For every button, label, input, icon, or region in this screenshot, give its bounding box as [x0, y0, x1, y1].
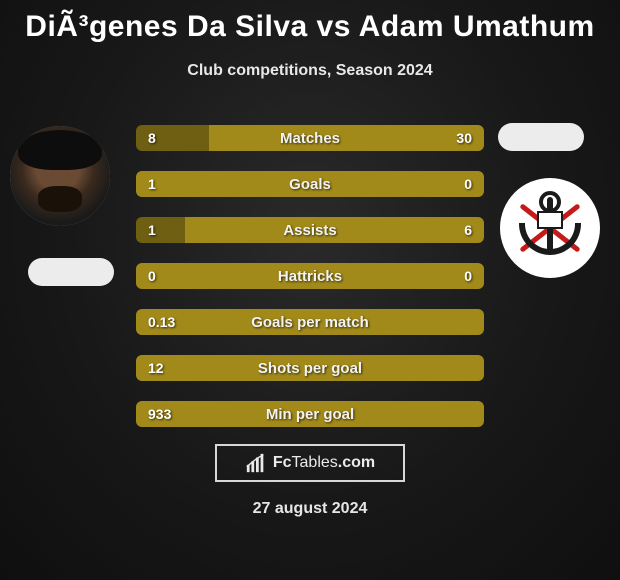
snapshot-date: 27 august 2024 — [253, 500, 368, 518]
player-right-club-badge — [500, 178, 600, 278]
stat-value-right: 0 — [464, 176, 472, 192]
player-right-flag-pill — [498, 123, 584, 151]
stat-bar-left — [136, 125, 209, 151]
stat-value-left: 8 — [148, 130, 156, 146]
player-face-icon — [10, 126, 110, 226]
stat-row: 933 Min per goal — [136, 401, 484, 427]
stat-bar-right — [209, 125, 484, 151]
stat-value-left: 1 — [148, 176, 156, 192]
stat-value-right: 0 — [464, 268, 472, 284]
stat-label: Min per goal — [266, 406, 354, 423]
stat-value-left: 1 — [148, 222, 156, 238]
watermark-suffix: Tables — [292, 454, 338, 471]
watermark-tld: .com — [338, 454, 375, 471]
page-title: DiÃ³genes Da Silva vs Adam Umathum — [0, 0, 620, 44]
stat-label: Shots per goal — [258, 360, 362, 377]
stat-row: 1 Assists 6 — [136, 217, 484, 243]
stat-value-right: 30 — [456, 130, 472, 146]
watermark-prefix: Fc — [273, 454, 292, 471]
stat-row: 0.13 Goals per match — [136, 309, 484, 335]
player-left-flag-pill — [28, 258, 114, 286]
stat-row: 1 Goals 0 — [136, 171, 484, 197]
stat-value-left: 12 — [148, 360, 164, 376]
stat-row: 8 Matches 30 — [136, 125, 484, 151]
stat-row: 0 Hattricks 0 — [136, 263, 484, 289]
stat-value-right: 6 — [464, 222, 472, 238]
stat-label: Assists — [283, 222, 336, 239]
stat-value-left: 933 — [148, 406, 171, 422]
stats-table: 8 Matches 30 1 Goals 0 1 Assists 6 0 Hattricks 0 0.1… — [136, 125, 484, 447]
stat-value-left: 0 — [148, 268, 156, 284]
player-left-avatar — [10, 126, 110, 226]
stat-label: Hattricks — [278, 268, 342, 285]
stat-value-left: 0.13 — [148, 314, 175, 330]
site-watermark: FcTables.com — [215, 444, 405, 482]
stat-label: Matches — [280, 130, 340, 147]
season-subtitle: Club competitions, Season 2024 — [0, 62, 620, 80]
stat-label: Goals per match — [251, 314, 369, 331]
club-badge-icon — [511, 189, 589, 267]
stat-row: 12 Shots per goal — [136, 355, 484, 381]
stat-label: Goals — [289, 176, 331, 193]
stat-bar-left — [136, 217, 185, 243]
chart-bars-icon — [245, 452, 267, 474]
